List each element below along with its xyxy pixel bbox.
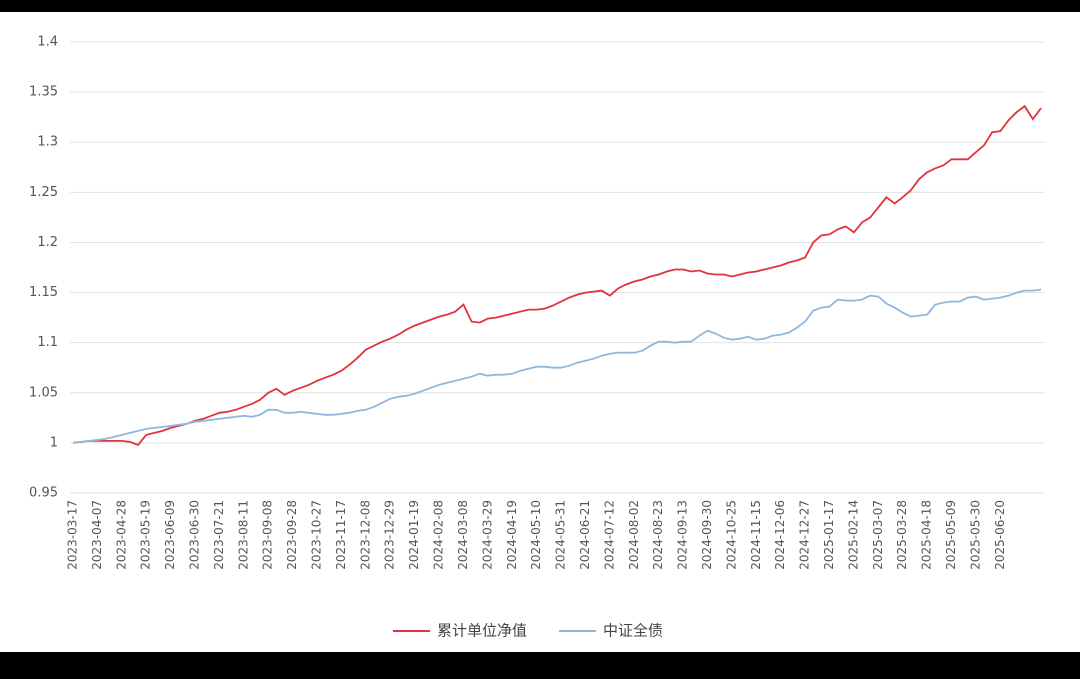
x-tick-label: 2024-09-30: [700, 500, 714, 570]
x-tick-label: 2025-04-18: [920, 500, 934, 570]
chart-background: [0, 12, 1080, 652]
x-tick-label: 2024-07-12: [602, 500, 616, 570]
x-tick-label: 2025-02-14: [846, 500, 860, 570]
x-tick-label: 2023-10-27: [310, 500, 324, 570]
x-tick-label: 2024-02-08: [432, 500, 446, 570]
x-tick-label: 2024-06-21: [578, 500, 592, 570]
x-tick-label: 2024-10-25: [724, 500, 738, 570]
x-tick-label: 2024-01-19: [407, 500, 421, 570]
x-tick-label: 2024-03-08: [456, 500, 470, 570]
x-tick-label: 2024-12-06: [773, 500, 787, 570]
x-tick-label: 2023-03-17: [66, 500, 80, 570]
x-tick-label: 2025-05-30: [968, 500, 982, 570]
x-tick-label: 2023-09-28: [285, 500, 299, 570]
x-tick-label: 2025-03-07: [871, 500, 885, 570]
x-tick-label: 2023-09-08: [261, 500, 275, 570]
x-tick-label: 2023-07-21: [212, 500, 226, 570]
x-tick-label: 2025-01-17: [822, 500, 836, 570]
x-tick-label: 2024-11-15: [749, 500, 763, 570]
x-tick-label: 2023-05-19: [139, 500, 153, 570]
x-tick-label: 2024-04-19: [505, 500, 519, 570]
x-tick-label: 2023-08-11: [236, 500, 250, 570]
x-tick-label: 2024-05-31: [554, 500, 568, 570]
y-tick-label: 1.2: [37, 235, 58, 250]
y-tick-label: 1: [50, 435, 58, 450]
y-tick-label: 1.1: [37, 335, 58, 350]
x-tick-label: 2025-05-09: [944, 500, 958, 570]
x-tick-label: 2023-11-17: [334, 500, 348, 570]
x-tick-label: 2024-08-23: [651, 500, 665, 570]
y-tick-label: 1.35: [29, 85, 58, 100]
x-tick-label: 2023-12-29: [383, 500, 397, 570]
x-tick-label: 2023-06-09: [163, 500, 177, 570]
x-tick-label: 2023-04-28: [114, 500, 128, 570]
x-tick-label: 2024-08-02: [627, 500, 641, 570]
y-tick-label: 1.05: [29, 385, 58, 400]
x-tick-label: 2024-05-10: [529, 500, 543, 570]
y-tick-label: 0.95: [29, 486, 58, 501]
x-tick-label: 2024-03-29: [480, 500, 494, 570]
x-tick-label: 2023-04-07: [90, 500, 104, 570]
x-tick-label: 2025-06-20: [993, 500, 1007, 570]
x-tick-label: 2024-09-13: [676, 500, 690, 570]
y-tick-label: 1.25: [29, 185, 58, 200]
y-tick-label: 1.3: [37, 135, 58, 150]
series-line: [72, 288, 1042, 444]
legend-label: 累计单位净值: [437, 622, 527, 640]
series-line: [72, 104, 1042, 446]
y-tick-label: 1.15: [29, 285, 58, 300]
legend-label: 中证全债: [603, 622, 663, 640]
y-tick-label: 1.4: [37, 35, 58, 50]
x-tick-label: 2024-12-27: [798, 500, 812, 570]
x-tick-label: 2025-03-28: [895, 500, 909, 570]
x-tick-label: 2023-06-30: [188, 500, 202, 570]
x-tick-label: 2023-12-08: [358, 500, 372, 570]
